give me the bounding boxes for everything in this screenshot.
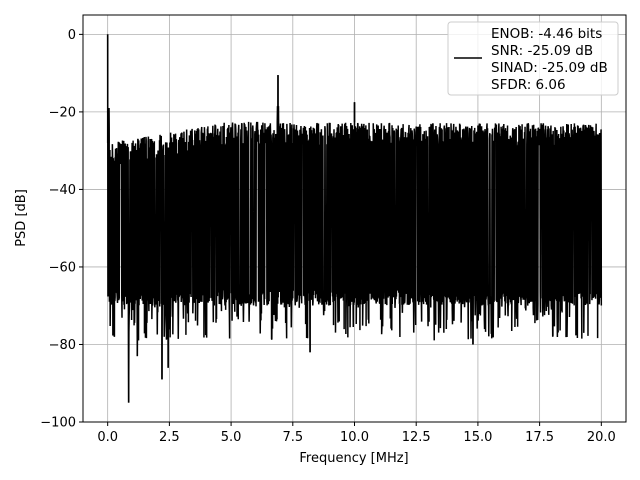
x-tick-label: 7.5 bbox=[282, 430, 303, 445]
x-tick-label: 17.5 bbox=[525, 430, 554, 445]
y-tick-label: 0 bbox=[68, 28, 76, 43]
x-tick-label: 12.5 bbox=[402, 430, 431, 445]
y-tick-label: −20 bbox=[49, 105, 76, 120]
y-axis-label: PSD [dB] bbox=[14, 189, 29, 247]
y-tick-label: −100 bbox=[40, 416, 76, 431]
legend-line-enob: ENOB: -4.46 bits bbox=[491, 26, 602, 42]
x-tick-label: 10.0 bbox=[340, 430, 369, 445]
legend-line-sfdr: SFDR: 6.06 bbox=[491, 77, 566, 93]
y-tick-label: −40 bbox=[49, 183, 76, 198]
y-tick-label: −60 bbox=[49, 260, 76, 275]
legend-line-snr: SNR: -25.09 dB bbox=[491, 43, 593, 59]
x-tick-label: 5.0 bbox=[221, 430, 242, 445]
x-tick-label: 20.0 bbox=[587, 430, 616, 445]
psd-series bbox=[106, 34, 603, 403]
y-axis-ticks: 0 −20 −40 −60 −80 −100 bbox=[40, 28, 83, 431]
x-axis-label: Frequency [MHz] bbox=[299, 451, 408, 466]
legend: ENOB: -4.46 bits SNR: -25.09 dB SINAD: -… bbox=[447, 21, 619, 96]
x-tick-label: 2.5 bbox=[159, 430, 180, 445]
x-axis-ticks: 0.0 2.5 5.0 7.5 10.0 12.5 15.0 17.5 20.0 bbox=[97, 422, 616, 445]
legend-line-sinad: SINAD: -25.09 dB bbox=[491, 60, 608, 76]
legend-box bbox=[447, 21, 619, 96]
x-tick-label: 0.0 bbox=[97, 430, 118, 445]
x-tick-label: 15.0 bbox=[463, 430, 492, 445]
y-tick-label: −80 bbox=[49, 338, 76, 353]
